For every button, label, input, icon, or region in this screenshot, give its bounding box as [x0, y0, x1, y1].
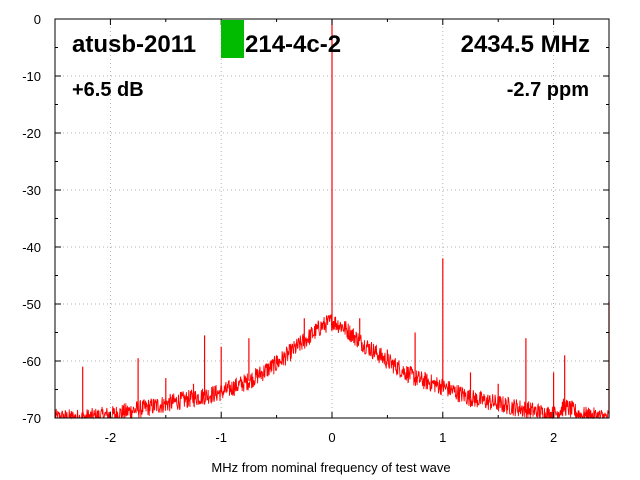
x-tick-label: -1: [215, 430, 227, 445]
x-tick-label: 1: [439, 430, 446, 445]
x-tick-labels: -2 -1 0 1 2: [105, 430, 558, 445]
green-marker-block: [221, 20, 244, 58]
y-tick-label: -40: [22, 240, 41, 255]
x-tick-label: 2: [550, 430, 557, 445]
y-tick-label: -70: [22, 411, 41, 426]
y-tick-label: 0: [34, 12, 41, 27]
y-tick-label: -30: [22, 183, 41, 198]
y-tick-labels: 0 -10 -20 -30 -40 -50 -60 -70: [22, 12, 41, 426]
y-tick-label: -50: [22, 297, 41, 312]
x-tick-label: 0: [328, 430, 335, 445]
axis-ticks: [54, 18, 610, 419]
y-tick-label: -20: [22, 126, 41, 141]
gain-label: +6.5 dB: [72, 79, 144, 101]
frequency-label: 2434.5 MHz: [461, 31, 590, 58]
x-tick-label: -2: [105, 430, 117, 445]
noise-floor-line: [54, 314, 610, 420]
y-tick-label: -60: [22, 354, 41, 369]
offset-label: -2.7 ppm: [507, 79, 589, 101]
device-name-label: atusb-2011: [72, 31, 196, 58]
x-axis-title: MHz from nominal frequency of test wave: [211, 460, 450, 475]
y-tick-label: -10: [22, 69, 41, 84]
device-suffix-label: 214-4c-2: [245, 31, 341, 58]
